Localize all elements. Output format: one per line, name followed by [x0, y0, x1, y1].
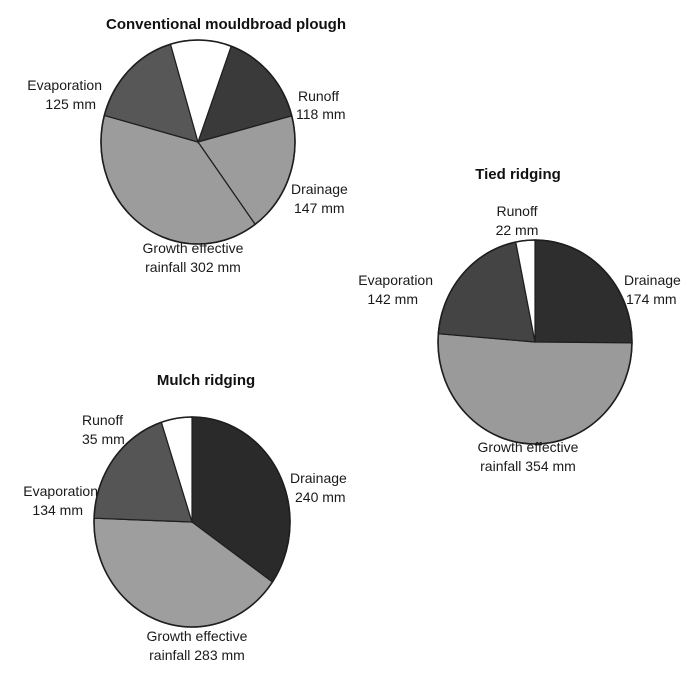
svg-text:118 mm: 118 mm [296, 106, 346, 122]
svg-text:Evaporation: Evaporation [358, 272, 433, 288]
pie-chart-mulch-ridging: Mulch ridging Drainage 240 mm Growth eff… [23, 372, 347, 663]
svg-text:rainfall 354 mm: rainfall 354 mm [480, 458, 576, 474]
pie-outline [437, 239, 633, 445]
slice-label-drainage: Drainage 147 mm [291, 181, 348, 216]
slice-label-growth-effective-rainfall: Growth effective rainfall 302 mm [143, 240, 244, 275]
svg-text:Evaporation: Evaporation [27, 77, 102, 93]
svg-text:Drainage: Drainage [291, 181, 348, 197]
svg-text:Growth effective: Growth effective [478, 439, 579, 455]
svg-text:Runoff: Runoff [82, 412, 123, 428]
slice-label-growth-effective-rainfall: Growth effective rainfall 283 mm [147, 628, 248, 663]
svg-text:Drainage: Drainage [290, 470, 347, 486]
svg-text:rainfall 283 mm: rainfall 283 mm [149, 647, 245, 663]
svg-text:Drainage: Drainage [624, 272, 681, 288]
slice-label-runoff: Runoff 118 mm [296, 88, 346, 122]
svg-text:142 mm: 142 mm [367, 291, 418, 307]
pie-slices [437, 239, 633, 445]
svg-text:Growth effective: Growth effective [147, 628, 248, 644]
pie-chart-tied-ridging: Tied ridging Drainage 174 mm Growth effe… [358, 166, 681, 474]
svg-text:174 mm: 174 mm [626, 291, 677, 307]
svg-text:rainfall 302 mm: rainfall 302 mm [145, 259, 241, 275]
chart-title: Conventional mouldbroad plough [106, 16, 346, 33]
pie-slice-growth-effective-rainfall [437, 333, 633, 445]
svg-text:22 mm: 22 mm [496, 222, 539, 238]
chart-title: Mulch ridging [157, 372, 255, 389]
pie-slice-drainage [534, 239, 633, 344]
svg-text:240 mm: 240 mm [295, 489, 346, 505]
pie-chart-conventional-plough: Conventional mouldbroad plough Runoff 11… [27, 16, 348, 275]
svg-text:Runoff: Runoff [298, 88, 339, 104]
svg-text:125 mm: 125 mm [45, 96, 96, 112]
slice-label-evaporation: Evaporation 125 mm [27, 77, 102, 112]
svg-text:147 mm: 147 mm [294, 200, 345, 216]
svg-text:35 mm: 35 mm [82, 431, 125, 447]
slice-label-drainage: Drainage 240 mm [290, 470, 347, 505]
slice-label-evaporation: Evaporation 134 mm [23, 483, 98, 518]
pie-outline [93, 416, 291, 628]
slice-label-runoff: Runoff 35 mm [82, 412, 125, 447]
slice-label-evaporation: Evaporation 142 mm [358, 272, 433, 307]
pie-slices [93, 416, 291, 628]
pie-outline [100, 39, 296, 245]
slice-label-drainage: Drainage 174 mm [624, 272, 681, 307]
pie-slices [100, 39, 296, 245]
svg-text:134 mm: 134 mm [32, 502, 83, 518]
svg-text:Growth effective: Growth effective [143, 240, 244, 256]
slice-label-growth-effective-rainfall: Growth effective rainfall 354 mm [478, 439, 579, 474]
svg-text:Runoff: Runoff [497, 203, 538, 219]
chart-title: Tied ridging [475, 166, 561, 183]
slice-label-runoff: Runoff 22 mm [496, 203, 539, 238]
svg-text:Evaporation: Evaporation [23, 483, 98, 499]
